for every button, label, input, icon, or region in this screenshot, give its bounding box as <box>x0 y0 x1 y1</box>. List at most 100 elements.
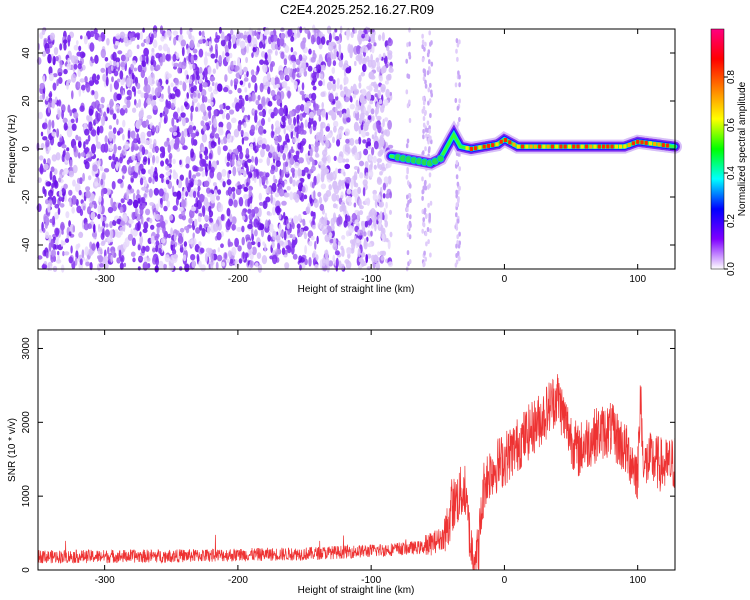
noise-cell <box>309 111 315 119</box>
noise-cell <box>100 48 107 59</box>
noise-cell <box>174 78 179 86</box>
noise-cell <box>247 223 253 230</box>
noise-cell <box>59 137 63 142</box>
noise-cell <box>108 155 112 161</box>
noise-cell <box>163 141 169 148</box>
noise-cell <box>218 55 222 64</box>
noise-cell <box>409 214 412 220</box>
noise-cell <box>371 146 375 156</box>
noise-cell <box>389 91 393 96</box>
noise-cell <box>192 165 198 172</box>
noise-cell <box>369 28 375 33</box>
noise-cell <box>350 85 354 94</box>
noise-cell <box>139 151 143 158</box>
signal-peak-marker <box>486 143 490 148</box>
noise-cell <box>109 83 113 93</box>
noise-cell <box>348 225 355 234</box>
noise-cell <box>408 99 411 105</box>
noise-cell <box>345 138 350 144</box>
noise-cell <box>243 77 249 82</box>
noise-cell <box>293 116 297 126</box>
noise-cell <box>349 49 353 59</box>
noise-cell <box>228 89 233 95</box>
noise-cell <box>349 95 353 103</box>
noise-cell <box>238 258 243 264</box>
noise-cell <box>304 28 310 34</box>
noise-cell <box>92 164 98 172</box>
noise-cell <box>369 169 374 178</box>
colorbar-tick-label: 0.8 <box>726 70 737 84</box>
noise-cell <box>160 220 166 229</box>
noise-cell <box>192 232 195 239</box>
noise-cell <box>143 221 149 230</box>
noise-cell <box>255 124 258 131</box>
noise-cell <box>265 39 268 45</box>
noise-cell <box>386 164 390 169</box>
noise-cell <box>212 68 216 74</box>
noise-cell <box>290 124 295 130</box>
noise-cell <box>311 92 317 101</box>
noise-cell <box>357 186 361 195</box>
noise-cell <box>358 55 363 65</box>
noise-cell <box>109 100 114 107</box>
noise-cell <box>353 235 357 243</box>
noise-cell <box>58 190 63 197</box>
noise-cell <box>85 186 91 192</box>
noise-cell <box>112 153 115 161</box>
noise-cell <box>283 104 288 115</box>
noise-cell <box>245 147 250 157</box>
noise-cell <box>85 261 91 267</box>
noise-cell <box>288 110 295 117</box>
noise-cell <box>252 30 255 37</box>
noise-cell <box>456 234 460 240</box>
noise-cell <box>239 40 246 49</box>
noise-cell <box>346 28 351 38</box>
noise-cell <box>156 222 162 228</box>
noise-cell <box>79 258 83 266</box>
noise-cell <box>247 198 250 207</box>
noise-cell <box>244 94 250 102</box>
noise-cell <box>242 215 246 221</box>
noise-cell <box>109 143 113 151</box>
noise-cell <box>231 246 237 256</box>
noise-cell <box>164 32 167 40</box>
noise-cell <box>298 54 303 62</box>
noise-cell <box>246 70 249 78</box>
noise-cell <box>165 79 169 85</box>
noise-cell <box>78 86 82 97</box>
noise-cell <box>428 217 431 223</box>
noise-cell <box>281 200 287 206</box>
signal-peak-marker <box>631 141 635 146</box>
noise-cell <box>378 53 382 61</box>
noise-cell <box>267 53 272 64</box>
noise-cell <box>54 203 60 209</box>
signal-peak-marker <box>576 144 580 149</box>
noise-cell <box>177 235 184 244</box>
noise-cell <box>45 139 50 148</box>
noise-cell <box>50 166 55 173</box>
noise-cell <box>271 123 274 131</box>
noise-cell <box>198 241 202 247</box>
noise-cell <box>119 206 124 214</box>
noise-cell <box>332 254 336 263</box>
noise-cell <box>322 78 326 86</box>
signal-peak-marker <box>436 154 445 163</box>
noise-cell <box>294 193 300 203</box>
noise-cell <box>155 203 159 211</box>
noise-cell <box>257 263 263 273</box>
noise-cell <box>353 165 359 170</box>
noise-cell <box>358 136 362 145</box>
noise-cell <box>153 31 157 39</box>
noise-cell <box>354 139 359 145</box>
noise-cell <box>235 187 242 196</box>
noise-cell <box>162 110 165 117</box>
noise-cell <box>150 33 154 42</box>
noise-cell <box>40 131 44 137</box>
noise-cell <box>71 123 77 131</box>
noise-cell <box>324 234 330 243</box>
noise-cell <box>455 202 459 208</box>
noise-cell <box>139 235 144 245</box>
spectrogram-y-axis-label: Frequency (Hz) <box>7 115 18 184</box>
noise-cell <box>335 100 341 109</box>
spectrogram-x-tick-label: 100 <box>629 274 646 285</box>
